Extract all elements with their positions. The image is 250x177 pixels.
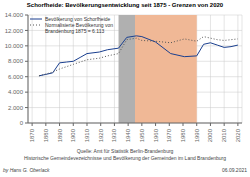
svg-text:1940: 1940 [125, 128, 131, 142]
svg-text:1890: 1890 [57, 128, 63, 142]
svg-text:6.000: 6.000 [8, 74, 24, 80]
svg-text:1950: 1950 [139, 128, 145, 142]
svg-text:1980: 1980 [180, 128, 186, 142]
html-text:Historische Gemeindevezeichnis: Historische Gemeindevezeichnisse und Bev… [24, 155, 226, 161]
svg-text:1990: 1990 [194, 128, 200, 142]
svg-text:1930: 1930 [111, 128, 117, 142]
html-text:Bevölkerung von Schorfheide: Bevölkerung von Schorfheide [45, 16, 111, 22]
svg-text:0: 0 [20, 120, 24, 126]
svg-text:2010: 2010 [221, 128, 227, 142]
svg-text:8.000: 8.000 [8, 58, 24, 64]
svg-text:4.000: 4.000 [8, 89, 24, 95]
svg-text:14.000: 14.000 [8, 12, 24, 18]
html-text:Schorfheide: Bevölkerungsentwi: Schorfheide: Bevölkerungsentwicklung sei… [26, 2, 224, 8]
svg-text:1960: 1960 [153, 128, 159, 142]
html-text:by Hans G. Oberlack: by Hans G. Oberlack [3, 167, 50, 173]
html-text:Normalisierte Bevölkerung von: Normalisierte Bevölkerung von Brandenbur… [45, 22, 114, 34]
svg-text:2020: 2020 [235, 128, 241, 142]
svg-text:10.000: 10.000 [8, 43, 24, 49]
svg-text:2.000: 2.000 [8, 105, 24, 111]
svg-text:1920: 1920 [98, 128, 104, 142]
svg-text:1970: 1970 [166, 128, 172, 142]
svg-text:1910: 1910 [84, 128, 90, 142]
svg-text:12.000: 12.000 [8, 28, 24, 34]
svg-text:1870: 1870 [29, 128, 35, 142]
svg-text:1880: 1880 [43, 128, 49, 142]
html-text:Quelle: Amt für Statistik Berl: Quelle: Amt für Statistik Berlin-Branden… [76, 148, 174, 154]
svg-text:1900: 1900 [70, 128, 76, 142]
html-text:06.09.2021: 06.09.2021 [222, 167, 247, 173]
svg-text:2000: 2000 [207, 128, 213, 142]
